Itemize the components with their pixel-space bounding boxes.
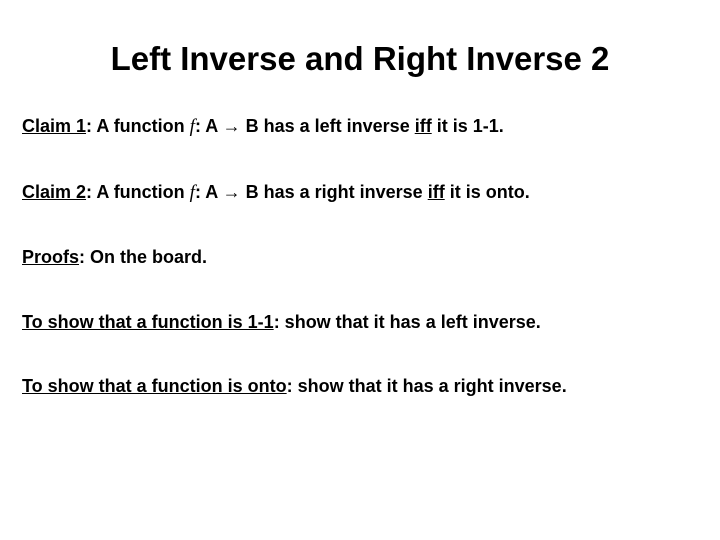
claim-1-mid1: : A xyxy=(195,116,223,136)
claim-2-arrow: → xyxy=(223,182,241,202)
show-onto-label: To show that a function is onto xyxy=(22,376,287,396)
claim-2-iff: iff xyxy=(428,182,445,202)
claim-1-pre: : A function xyxy=(86,116,190,136)
claim-1-post: it is 1-1. xyxy=(432,116,504,136)
slide-title: Left Inverse and Right Inverse 2 xyxy=(22,40,698,78)
show-11-label: To show that a function is 1-1 xyxy=(22,312,274,332)
claim-2: Claim 2: A function f: A → B has a right… xyxy=(22,180,698,206)
claim-1-label: Claim 1 xyxy=(22,116,86,136)
claim-1: Claim 1: A function f: A → B has a left … xyxy=(22,114,698,140)
claim-1-arrow: → xyxy=(223,116,241,136)
claim-2-mid1: : A xyxy=(195,182,223,202)
show-11: To show that a function is 1-1: show tha… xyxy=(22,310,698,334)
show-11-post: : show that it has a left inverse. xyxy=(274,312,541,332)
show-onto-post: : show that it has a right inverse. xyxy=(287,376,567,396)
claim-2-label: Claim 2 xyxy=(22,182,86,202)
claim-2-pre: : A function xyxy=(86,182,190,202)
claim-2-mid2: B has a right inverse xyxy=(241,182,428,202)
show-onto: To show that a function is onto: show th… xyxy=(22,374,698,398)
claim-1-mid2: B has a left inverse xyxy=(241,116,415,136)
proofs-post: : On the board. xyxy=(79,247,207,267)
proofs: Proofs: On the board. xyxy=(22,245,698,269)
claim-1-iff: iff xyxy=(415,116,432,136)
claim-2-post: it is onto. xyxy=(445,182,530,202)
proofs-label: Proofs xyxy=(22,247,79,267)
